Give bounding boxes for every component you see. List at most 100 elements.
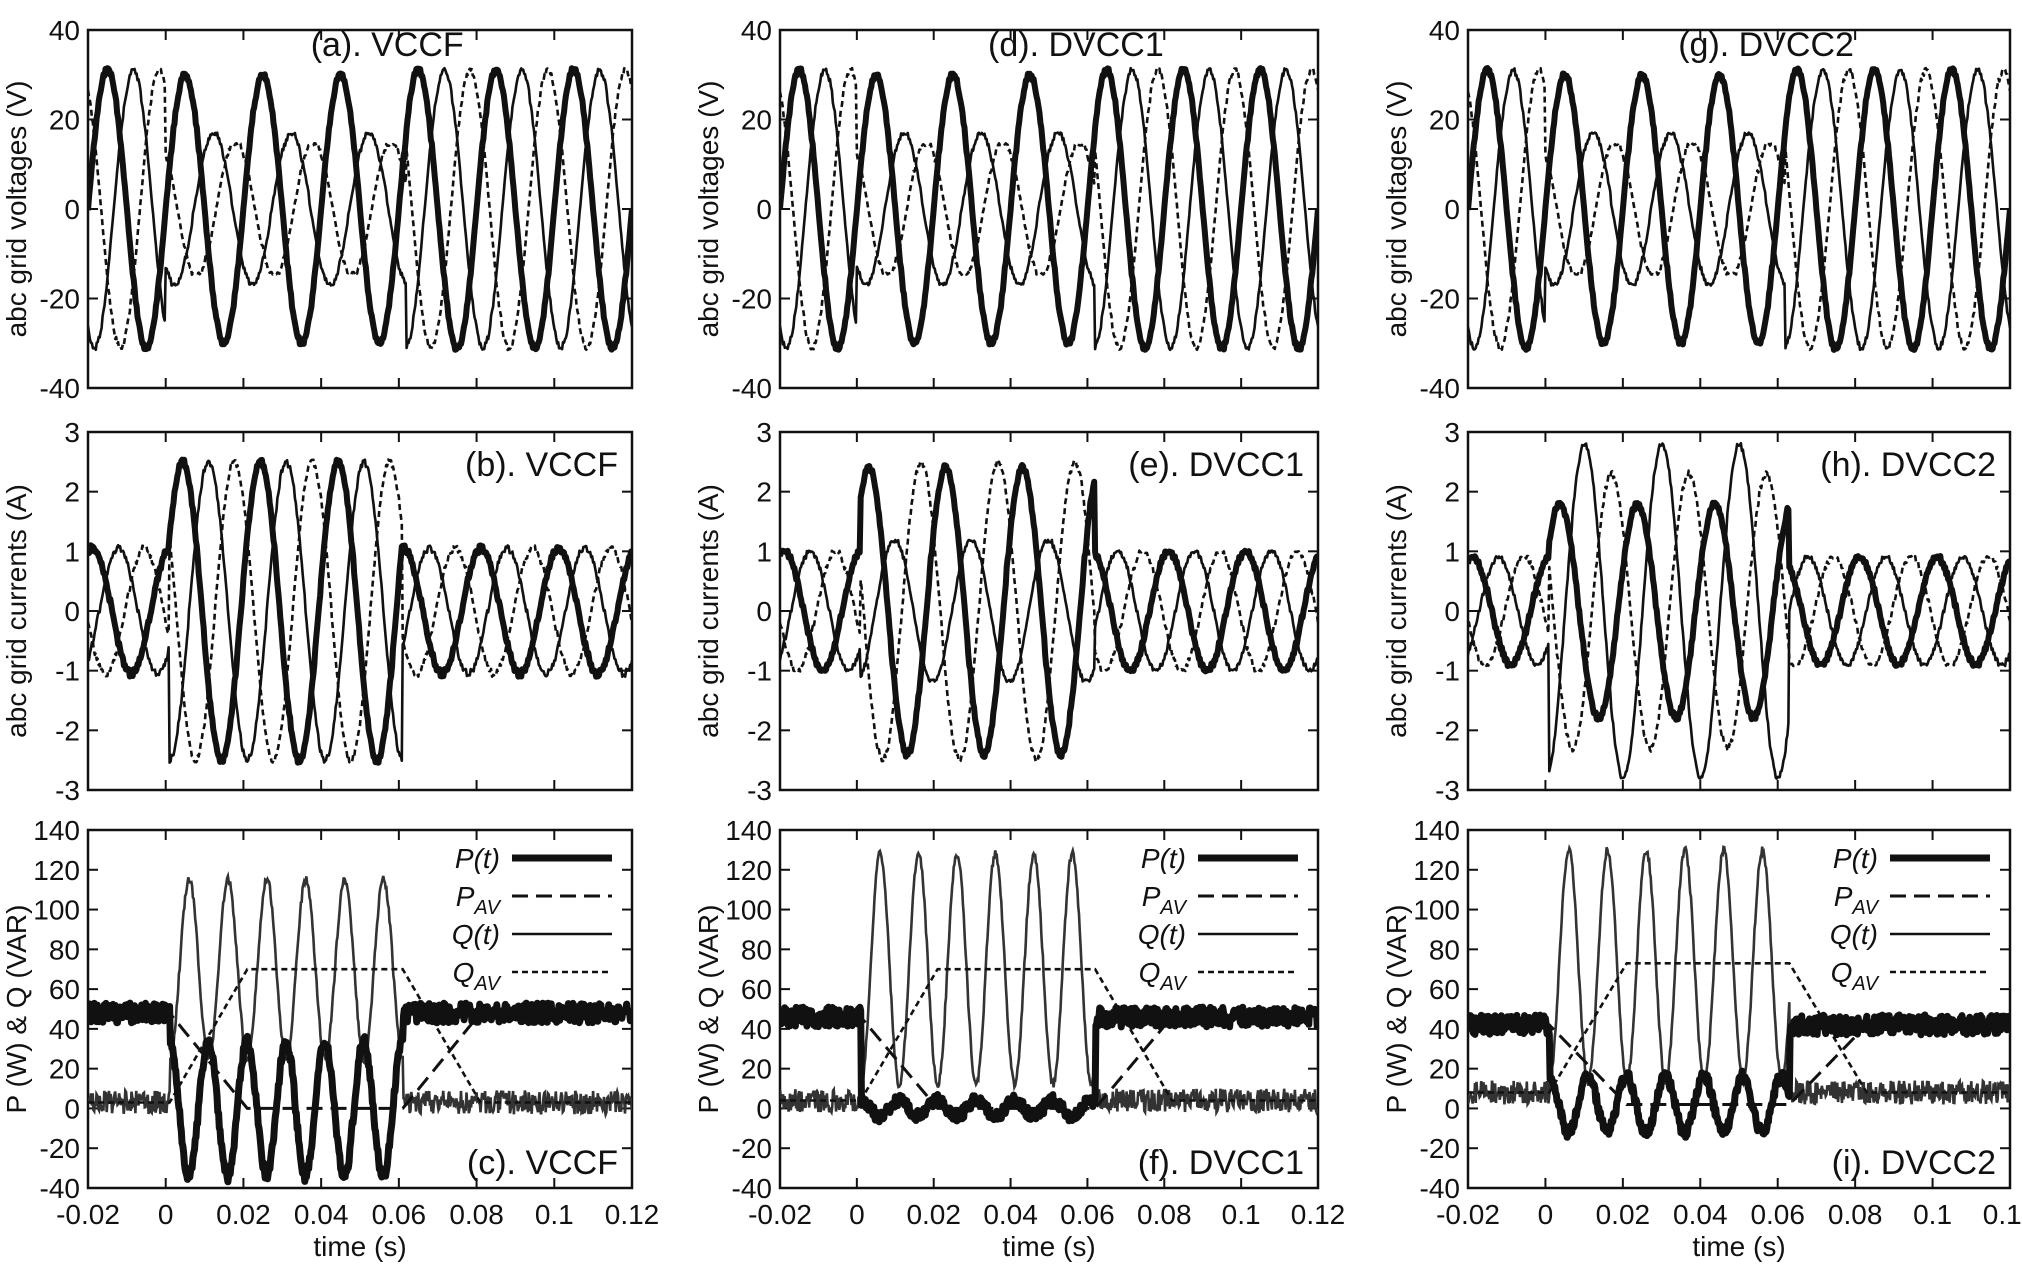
y-tick-label: 0 (64, 194, 80, 225)
phase-b-line (1468, 442, 2010, 780)
legend-label: Q(t) (1830, 919, 1878, 950)
y-tick-label: 1 (1444, 536, 1460, 567)
y-tick-label: 20 (1429, 1054, 1460, 1085)
y-tick-label: -20 (1420, 284, 1460, 315)
legend-label: P(t) (1833, 843, 1878, 874)
y-tick-label: -1 (55, 656, 80, 687)
phase-b-line (780, 538, 1318, 684)
x-tick-label: 0.1 (1222, 1199, 1261, 1230)
panel-a: 40 20 0 -20 -40 abc grid voltages (V) (a). VCC… (1, 15, 634, 404)
panel-title: (d). DVCC1 (988, 26, 1164, 64)
panel-title: (f). DVCC1 (1138, 1144, 1304, 1182)
y-tick-label: 0 (1444, 596, 1460, 627)
x-tick-label: 0.04 (294, 1199, 349, 1230)
y-tick-label: 60 (741, 974, 772, 1005)
x-tick-label: 0.08 (1137, 1199, 1192, 1230)
y-axis-label: abc grid currents (A) (1381, 484, 1412, 738)
phase-a-line (780, 65, 1318, 353)
y-axis-label: abc grid voltages (V) (693, 81, 724, 338)
legend-label: QAV (453, 957, 502, 995)
y-tick-label: -20 (40, 284, 80, 315)
x-tick-label: -0.02 (1436, 1199, 1500, 1230)
y-tick-label: -20 (732, 1133, 772, 1164)
y-tick-label: 80 (49, 934, 80, 965)
phase-b-line (780, 66, 1318, 352)
x-tick-label: 0 (158, 1199, 174, 1230)
y-tick-label: 120 (1413, 855, 1460, 886)
y-tick-label: 0 (1444, 1093, 1460, 1124)
phase-b-line (1468, 67, 2010, 352)
y-tick-label: 0 (1444, 194, 1460, 225)
y-tick-label: 1 (64, 536, 80, 567)
y-tick-label: 2 (64, 477, 80, 508)
x-tick-label: 0.08 (449, 1199, 504, 1230)
y-tick-label: -1 (1435, 656, 1460, 687)
x-tick-label: 0.06 (1060, 1199, 1115, 1230)
phase-c-line (780, 66, 1318, 352)
y-tick-label: 0 (756, 596, 772, 627)
p-t-line (780, 1003, 1318, 1126)
y-tick-label: 40 (49, 15, 80, 46)
y-tick-label: -40 (732, 373, 772, 404)
x-tick-label: -0.02 (748, 1199, 812, 1230)
panel-i: 140 120 100 80 60 40 20 0 -20 -40-0.02 0 0.02 0.04 0.… (1381, 815, 2022, 1262)
q-t-line (88, 870, 632, 1120)
y-tick-label: 40 (1429, 15, 1460, 46)
y-axis-label: P (W) & Q (VAR) (1, 905, 32, 1114)
panel-g: 40 20 0 -20 -40 abc grid voltages (V) (g). DVC… (1381, 15, 2012, 404)
y-tick-label: 60 (49, 974, 80, 1005)
legend-label: Q(t) (1138, 919, 1186, 950)
legend-label: PAV (1142, 881, 1188, 919)
legend-label: P(t) (455, 843, 500, 874)
y-axis-label: abc grid currents (A) (1, 484, 32, 738)
phase-b-line (88, 66, 632, 352)
x-tick-label: 0.12 (605, 1199, 660, 1230)
legend-label: PAV (456, 881, 502, 919)
y-tick-label: 100 (33, 895, 80, 926)
y-tick-label: 3 (64, 417, 80, 448)
q-av-line (1468, 962, 2010, 1094)
axes-frame (1466, 828, 2012, 1190)
x-tick-label: 0.1 (535, 1199, 574, 1230)
panel-b: 3 2 1 0 -1 -2 -3 abc grid currents (A) (b). VCCF (1, 417, 634, 806)
x-tick-label: 0 (849, 1199, 865, 1230)
y-tick-label: -2 (1435, 715, 1460, 746)
legend-label: PAV (1834, 881, 1880, 919)
panel-d: 40 20 0 -20 -40 abc grid voltages (V) (d). DVC… (693, 15, 1320, 404)
y-tick-label: 2 (1444, 477, 1460, 508)
x-tick-label: -0.02 (56, 1199, 120, 1230)
y-tick-label: 20 (741, 105, 772, 136)
x-tick-label: 0.04 (1673, 1199, 1728, 1230)
legend-label: QAV (1139, 957, 1188, 995)
y-tick-label: 40 (1429, 1014, 1460, 1045)
phase-a-line (1468, 65, 2010, 353)
x-tick-label: 0.06 (1750, 1199, 1805, 1230)
y-tick-label: 3 (756, 417, 772, 448)
panel-title: (e). DVCC1 (1128, 446, 1304, 484)
y-tick-label: 1 (756, 536, 772, 567)
panel-f: 140 120 100 80 60 40 20 0 -20 -40-0.02 0 0.02 0.04 0.… (693, 815, 1345, 1262)
y-tick-label: -3 (747, 775, 772, 806)
y-tick-label: 120 (33, 855, 80, 886)
y-tick-label: 20 (49, 105, 80, 136)
y-tick-label: 80 (1429, 934, 1460, 965)
phase-a-line (1468, 499, 2010, 723)
y-tick-label: 80 (741, 934, 772, 965)
p-av-line (88, 1011, 632, 1110)
x-tick-label: 0.1 (1913, 1199, 1952, 1230)
legend-label: Q(t) (452, 919, 500, 950)
y-tick-label: 20 (1429, 105, 1460, 136)
x-tick-label: 0 (1538, 1199, 1554, 1230)
y-tick-label: -40 (1420, 373, 1460, 404)
y-axis-label: abc grid voltages (V) (1, 81, 32, 338)
legend-label: QAV (1831, 957, 1880, 995)
y-axis-label: abc grid voltages (V) (1381, 81, 1412, 338)
y-tick-label: 100 (725, 895, 772, 926)
panel-e: 3 2 1 0 -1 -2 -3 abc grid currents (A) (e). DVCC… (693, 417, 1320, 806)
x-tick-label: 0.08 (1828, 1199, 1883, 1230)
y-tick-label: 20 (49, 1054, 80, 1085)
p-t-line (88, 999, 632, 1186)
